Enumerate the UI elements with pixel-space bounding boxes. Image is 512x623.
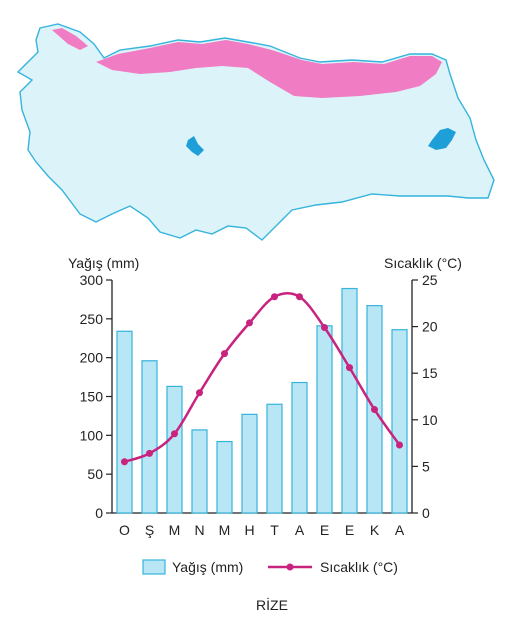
turkey-map xyxy=(16,23,495,241)
left-tick-label: 300 xyxy=(80,272,104,288)
right-axis: 0 5 10 15 20 25 xyxy=(411,272,438,521)
temperature-point xyxy=(246,319,253,327)
climograph: Yağış (mm) Sıcaklık (°C) 050100150200250… xyxy=(68,255,462,613)
x-tick-label: K xyxy=(370,522,380,538)
lake-van xyxy=(428,128,456,150)
right-axis-title: Sıcaklık (°C) xyxy=(384,255,462,271)
legend-precipitation-label: Yağış (mm) xyxy=(172,559,243,575)
temperature-point xyxy=(371,406,378,414)
precipitation-bar xyxy=(341,287,358,514)
right-tick-label: 0 xyxy=(422,505,430,521)
legend: Yağış (mm) Sıcaklık (°C) xyxy=(142,559,398,575)
precipitation-bar xyxy=(266,403,283,514)
black-sea-climate-zone xyxy=(96,40,442,98)
temperature-point xyxy=(196,389,203,397)
precipitation-bar xyxy=(241,413,258,514)
x-tick-label: E xyxy=(345,522,354,538)
temperature-point xyxy=(346,364,353,372)
temperature-point xyxy=(221,350,228,358)
temperature-point xyxy=(146,449,153,457)
temperature-point xyxy=(121,458,128,466)
temperature-point xyxy=(321,324,328,332)
x-tick-label: Ş xyxy=(145,522,154,538)
lake-tuz xyxy=(186,136,204,156)
precipitation-bars xyxy=(116,287,408,514)
right-tick-label: 25 xyxy=(422,272,438,288)
x-tick-label: M xyxy=(169,522,181,538)
temperature-point xyxy=(396,441,403,449)
precipitation-bar xyxy=(116,330,133,514)
precipitation-bar xyxy=(141,360,158,514)
left-axis-title: Yağış (mm) xyxy=(68,255,139,271)
legend-temperature-marker xyxy=(286,563,294,571)
precipitation-bar xyxy=(316,325,333,514)
right-tick-label: 15 xyxy=(422,365,438,381)
left-tick-label: 200 xyxy=(80,350,104,366)
x-tick-label: H xyxy=(244,522,254,538)
left-tick-label: 150 xyxy=(80,389,104,405)
x-tick-label: N xyxy=(194,522,204,538)
legend-precipitation-swatch xyxy=(142,559,166,575)
left-tick-label: 250 xyxy=(80,311,104,327)
temperature-point xyxy=(271,293,278,301)
left-axis: 0 50 100 150 200 250 300 xyxy=(80,272,113,521)
precipitation-bar xyxy=(191,429,208,514)
left-tick-label: 50 xyxy=(87,466,103,482)
left-tick-label: 100 xyxy=(80,427,104,443)
x-tick-label: T xyxy=(270,522,279,538)
left-tick-label: 0 xyxy=(95,505,103,521)
precipitation-bar xyxy=(216,440,233,514)
x-tick-label: O xyxy=(119,522,130,538)
right-tick-label: 20 xyxy=(422,319,438,335)
x-tick-label: A xyxy=(295,522,305,538)
temperature-line xyxy=(124,291,401,463)
precipitation-bar xyxy=(291,381,308,514)
temperature-point xyxy=(171,430,178,438)
legend-temperature-label: Sıcaklık (°C) xyxy=(320,559,398,575)
precipitation-bar xyxy=(166,385,183,514)
right-tick-label: 10 xyxy=(422,412,438,428)
x-tick-label: A xyxy=(395,522,405,538)
thrace-coast-climate-zone xyxy=(52,28,88,50)
x-tick-label: M xyxy=(219,522,231,538)
chart-title: RİZE xyxy=(256,596,288,613)
x-tick-label: E xyxy=(320,522,329,538)
precipitation-bar xyxy=(391,329,408,514)
temperature-point xyxy=(296,293,303,301)
temperature-line-series xyxy=(121,291,403,466)
right-tick-label: 5 xyxy=(422,458,430,474)
